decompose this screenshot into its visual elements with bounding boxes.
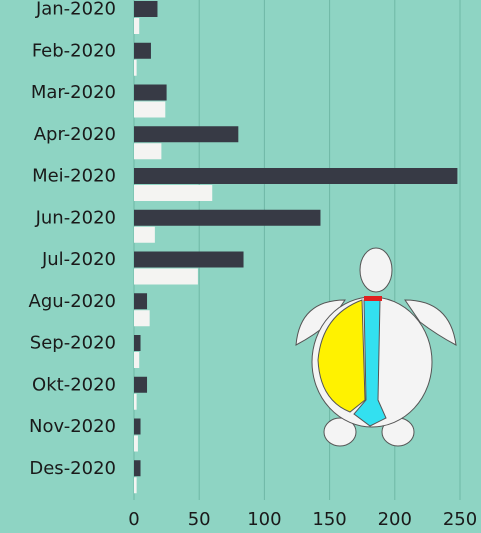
y-tick-label: Sep-2020	[30, 333, 116, 354]
x-tick-label: 200	[378, 509, 412, 530]
y-tick-label: Mei-2020	[32, 166, 116, 187]
bar	[134, 102, 165, 118]
y-tick-label: Agu-2020	[29, 291, 116, 312]
bar	[134, 377, 147, 393]
bar	[134, 335, 141, 351]
bar	[134, 293, 147, 309]
x-tick-label: 100	[247, 509, 281, 530]
bar	[134, 168, 457, 184]
bar	[134, 18, 139, 34]
bar	[134, 227, 155, 243]
x-tick-label: 50	[188, 509, 211, 530]
bar	[134, 1, 157, 17]
y-tick-label: Apr-2020	[34, 124, 116, 145]
bar	[134, 394, 137, 410]
y-tick-label: Mar-2020	[31, 82, 116, 103]
bars	[134, 1, 457, 493]
bar	[134, 269, 198, 285]
y-tick-label: Okt-2020	[32, 374, 116, 395]
turtle-illustration	[296, 248, 456, 446]
y-tick-label: Jul-2020	[41, 249, 116, 270]
bar	[134, 436, 138, 452]
x-tick-label: 150	[312, 509, 346, 530]
y-tick-label: Feb-2020	[32, 40, 116, 61]
bar	[134, 419, 141, 435]
bar	[134, 252, 244, 268]
bar	[134, 43, 151, 59]
bar	[134, 310, 150, 326]
bar	[134, 185, 212, 201]
bar	[134, 85, 167, 101]
bar	[134, 352, 139, 368]
x-tick-label: 0	[128, 509, 139, 530]
turtle-marker	[364, 296, 382, 301]
bar	[134, 60, 137, 76]
turtle-head	[360, 248, 392, 292]
y-tick-label: Jun-2020	[35, 207, 116, 228]
bar	[134, 143, 161, 159]
x-tick-label: 250	[443, 509, 477, 530]
y-tick-label: Des-2020	[29, 458, 116, 479]
bar	[134, 477, 137, 493]
bar	[134, 126, 238, 142]
y-tick-label: Nov-2020	[29, 416, 116, 437]
y-tick-label: Jan-2020	[35, 0, 116, 20]
page: {"chart_data": {"type": "bar", "orientat…	[0, 0, 481, 533]
bar	[134, 460, 141, 476]
bar	[134, 210, 320, 226]
chart: 0 50 100 150 200 250 Jan-2020 Feb-2020 Mar-2020 A…	[0, 0, 481, 533]
